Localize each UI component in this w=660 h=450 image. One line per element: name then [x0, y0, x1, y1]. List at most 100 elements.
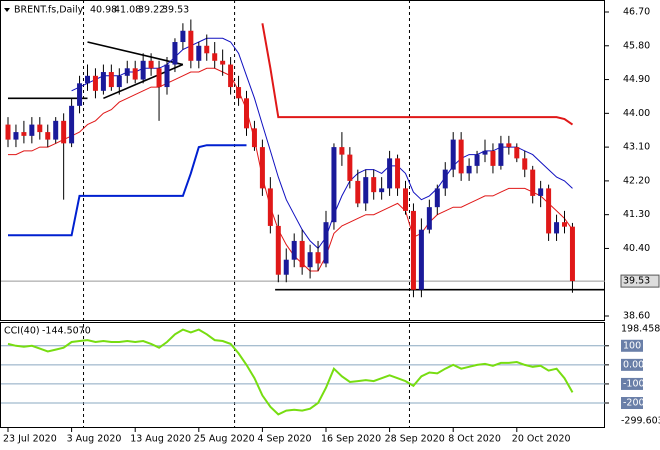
moving-average [8, 67, 573, 272]
main-frame [0, 0, 605, 321]
candle-body [474, 154, 480, 166]
candle-body [21, 132, 27, 136]
candle-body [140, 60, 146, 80]
candle-body [251, 128, 257, 148]
header-low: 39.22 [138, 5, 165, 16]
cci-level-box [621, 397, 643, 410]
candle-body [426, 207, 432, 230]
candle-body [172, 42, 178, 65]
candle-body [466, 165, 472, 174]
x-tick-label: 4 Sep 2020 [257, 434, 311, 445]
candle-body [164, 64, 170, 88]
candle-body [418, 229, 424, 290]
candle-body [45, 132, 51, 140]
candle-body [458, 139, 464, 174]
candle-body [514, 147, 520, 159]
header-arrow [4, 8, 10, 12]
candle-body [347, 154, 353, 181]
cci-tick-label: -100 [623, 378, 645, 389]
candle-body [132, 68, 138, 80]
x-tick-label: 28 Sep 2020 [385, 434, 445, 445]
header-title: BRENT.fs,Daily [14, 5, 84, 16]
candle-body [180, 30, 186, 43]
candle-body [323, 222, 329, 264]
x-tick-label: 8 Oct 2020 [448, 434, 501, 445]
cci-current: -144.5070 [42, 326, 91, 337]
x-tick-label: 13 Aug 2020 [130, 434, 191, 445]
candle-body [291, 240, 297, 260]
candle-body [267, 188, 273, 226]
candle-body [546, 188, 552, 234]
moving-average [71, 37, 573, 250]
candle-body [108, 72, 114, 88]
candle-body [410, 210, 416, 290]
y-tick-label: 44.00 [623, 108, 650, 119]
y-tick-label: 40.40 [623, 243, 650, 254]
y-tick-label: 44.90 [623, 74, 650, 85]
candle-body [395, 158, 401, 189]
candle-body [92, 75, 98, 91]
candle-body [562, 222, 567, 227]
candle-body [569, 226, 575, 282]
step-line [8, 144, 247, 237]
candle-body [5, 124, 11, 140]
candle-body [331, 147, 337, 223]
candle-body [212, 53, 218, 61]
candle-body [259, 147, 265, 189]
x-tick-label: 3 Aug 2020 [67, 434, 122, 445]
candle-body [124, 68, 130, 76]
x-tick-label: 20 Oct 2020 [512, 434, 571, 445]
cci-frame [0, 322, 605, 428]
y-tick-label: 38.60 [623, 311, 650, 322]
candle-body [307, 252, 313, 268]
candle-body [61, 120, 67, 144]
candle-body [228, 64, 234, 88]
x-tick-label: 16 Sep 2020 [321, 434, 381, 445]
candle-body [69, 105, 75, 144]
cci-tick-label: 0.00 [623, 359, 644, 370]
candle-body [100, 72, 106, 91]
candle-body [530, 169, 536, 196]
cci-tick-label: 100 [623, 340, 641, 351]
cci-limit-label: -299.603 [621, 416, 660, 427]
candle-body [442, 169, 448, 189]
y-tick-label: 42.20 [623, 175, 650, 186]
candle-body [13, 132, 19, 140]
price-label: 39.53 [623, 276, 650, 287]
candle-body [450, 139, 456, 170]
price-box [620, 274, 660, 288]
cci-level-box [621, 339, 643, 352]
y-tick-label: 45.80 [623, 40, 650, 51]
candle-body [490, 150, 496, 166]
candle-body [498, 143, 504, 166]
candle-body [53, 120, 59, 140]
candle-body [77, 83, 83, 106]
candle-body [220, 60, 226, 65]
cci-tick-label: -200 [623, 398, 645, 409]
candle-body [244, 98, 249, 129]
cci-line [7, 328, 574, 416]
y-tick-label: 43.10 [623, 142, 650, 153]
x-tick-label: 23 Jul 2020 [3, 434, 57, 445]
candle-body [37, 124, 43, 133]
candle-body [156, 68, 162, 88]
x-tick-label: 25 Aug 2020 [194, 434, 255, 445]
candle-body [506, 143, 512, 148]
candle-body [355, 180, 361, 204]
candle-body [236, 87, 242, 99]
y-tick-label: 46.70 [623, 7, 650, 18]
cci-level-box [621, 358, 643, 371]
candle-body [116, 75, 122, 88]
candle-body [299, 240, 305, 268]
candle-body [379, 188, 385, 193]
candle-body [85, 75, 90, 84]
candle-body [275, 225, 281, 275]
header-open: 40.98 [90, 5, 117, 16]
candle-body [403, 188, 408, 211]
candle-body [538, 188, 544, 196]
candle-body [371, 177, 377, 193]
candle-body [554, 222, 560, 234]
candle-body [482, 150, 488, 155]
